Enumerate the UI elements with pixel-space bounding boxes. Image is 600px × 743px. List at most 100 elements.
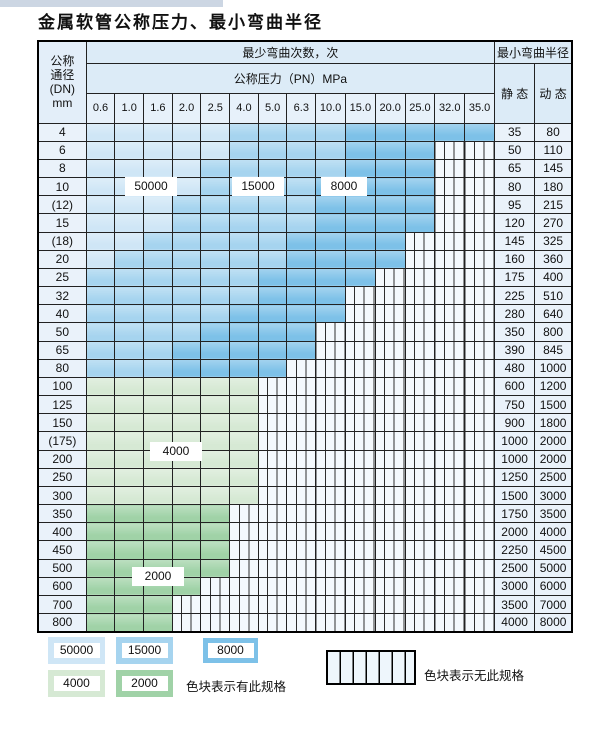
spec-cell-15000 [143,267,173,288]
spec-cell-2000 [200,540,231,560]
dynamic-radius-cell: 2500 [534,467,573,487]
no-spec-cell [257,522,288,542]
dynamic-radius-cell: 4500 [534,540,573,560]
no-spec-cell [374,413,406,433]
spec-cell-2000 [114,504,145,524]
spec-cell-8000 [344,158,376,179]
spec-cell-15000 [229,231,259,251]
spec-cell-4000 [85,485,116,506]
spec-cell-8000 [171,358,202,378]
no-spec-cell [315,576,346,596]
no-spec-cell [200,613,231,633]
spec-cell-8000 [434,122,466,142]
spec-cell-2000 [171,522,202,542]
no-spec-cell [434,231,466,251]
pressure-col-header: 6.3 [286,92,317,124]
pressure-col-header: 25.0 [404,92,436,124]
dynamic-radius-cell: 270 [534,213,573,233]
spec-cell-8000 [257,322,288,342]
spec-cell-15000 [171,195,202,215]
spec-cell-8000 [257,358,288,378]
spec-cell-2000 [114,576,145,596]
spec-cell-4000 [114,431,145,451]
no-spec-cell [434,558,466,578]
spec-cell-8000 [200,340,231,360]
dynamic-radius-cell: 180 [534,177,573,197]
no-spec-cell [286,485,317,506]
spec-cell-4000 [229,413,259,433]
no-spec-cell [257,504,288,524]
spec-cell-8000 [315,249,346,269]
no-spec-cell [315,540,346,560]
pressure-col-header: 20.0 [374,92,406,124]
no-spec-cell [315,467,346,487]
no-spec-cell [434,195,466,215]
dn-cell: 350 [37,504,87,524]
no-spec-cell [434,286,466,306]
table-row: 40 280 640 [37,304,573,324]
legend-swatch-value: 8000 [207,643,254,658]
table-row: 6 50 110 [37,140,573,160]
no-spec-cell [374,613,406,633]
spec-cell-8000 [229,304,259,324]
no-spec-cell [257,449,288,469]
spec-cell-4000 [171,467,202,487]
dynamic-radius-cell: 215 [534,195,573,215]
spec-cell-8000 [404,177,436,197]
spec-cell-15000 [257,249,288,269]
dn-cell: 500 [37,558,87,578]
table-row: 8 65 145 [37,158,573,179]
dn-cell: 800 [37,613,87,633]
no-spec-cell [344,540,376,560]
dynamic-radius-cell: 3000 [534,485,573,506]
no-spec-cell [464,504,496,524]
dynamic-radius-cell: 7000 [534,594,573,615]
no-spec-cell [229,504,259,524]
no-spec-cell [374,594,406,615]
static-radius-cell: 600 [494,376,536,397]
spec-cell-50000 [85,195,116,215]
spec-cell-15000 [315,140,346,160]
no-spec-cell [464,395,496,415]
spec-cell-2000 [85,522,116,542]
no-spec-cell [404,485,436,506]
no-spec-cell [464,376,496,397]
spec-cell-8000 [404,140,436,160]
spec-cell-50000 [171,140,202,160]
dn-cell: 300 [37,485,87,506]
spec-cell-8000 [286,304,317,324]
no-spec-cell [286,449,317,469]
pressure-col-header: 2.5 [200,92,231,124]
static-radius-cell: 120 [494,213,536,233]
spec-cell-15000 [229,286,259,306]
static-radius-cell: 280 [494,304,536,324]
dn-cell: 6 [37,140,87,160]
spec-cell-15000 [286,140,317,160]
spec-cell-4000 [229,467,259,487]
table-row: 125 750 1500 [37,395,573,415]
spec-cell-50000 [114,140,145,160]
spec-cell-50000 [85,122,116,142]
no-spec-cell [434,304,466,324]
legend-swatch: 8000 [203,638,258,663]
table-row: 300 1500 3000 [37,485,573,506]
static-radius-cell: 50 [494,140,536,160]
spec-cell-4000 [229,395,259,415]
legend-swatch-value: 15000 [121,643,168,658]
no-spec-cell [374,376,406,397]
static-radius-cell: 175 [494,267,536,288]
spec-cell-8000 [286,322,317,342]
no-spec-cell [434,485,466,506]
no-spec-cell [434,322,466,342]
no-spec-cell [344,286,376,306]
pressure-col-header: 32.0 [434,92,466,124]
spec-cell-15000 [286,122,317,142]
no-spec-cell [315,376,346,397]
no-spec-cell [229,576,259,596]
spec-cell-2000 [143,504,173,524]
static-radius-cell: 1500 [494,485,536,506]
dn-cell: (175) [37,431,87,451]
spec-cell-15000 [257,195,288,215]
no-spec-cell [374,540,406,560]
table-row: 32 225 510 [37,286,573,306]
